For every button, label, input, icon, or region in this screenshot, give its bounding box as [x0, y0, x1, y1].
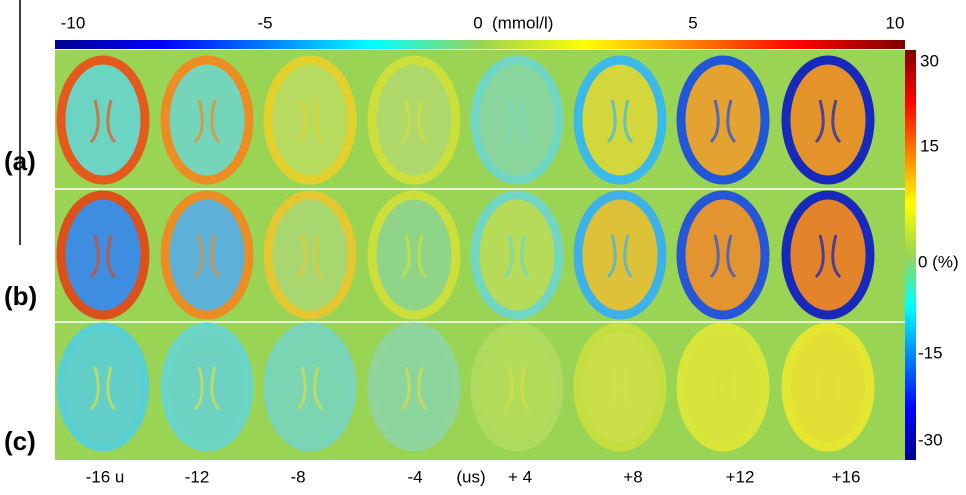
brain-slice [263, 322, 357, 452]
row-label: (c) [4, 426, 36, 456]
column-label: -8 [290, 467, 305, 486]
row-label: (b) [4, 281, 37, 311]
ventricle [193, 366, 221, 411]
colorbar-tick: 0 (%) [918, 252, 959, 271]
brain-slice [781, 322, 875, 452]
colorbar-tick: -10 [61, 13, 86, 32]
colorbar-tick: 10 [886, 13, 905, 32]
brain-slice [160, 55, 254, 185]
ventricle [400, 99, 428, 144]
brain-slice [676, 322, 770, 452]
brain-slice [573, 55, 667, 185]
ventricle [709, 99, 737, 144]
ventricle [400, 234, 428, 279]
brain-slice [573, 190, 667, 320]
ventricle [296, 99, 324, 144]
brain-slice [56, 322, 150, 452]
ventricle [503, 366, 531, 411]
brain-slice [781, 55, 875, 185]
ventricle [193, 234, 221, 279]
ventricle [709, 234, 737, 279]
column-label: +12 [726, 467, 755, 486]
column-unit: (us) [456, 467, 485, 486]
colorbar-tick: 15 [920, 136, 939, 155]
brain-slice [56, 55, 150, 185]
ventricle [606, 366, 634, 411]
brain-slice [676, 190, 770, 320]
brain-slice [781, 190, 875, 320]
brain-slice [470, 55, 564, 185]
ventricle [296, 234, 324, 279]
brain-slice [263, 190, 357, 320]
brain-slice [56, 190, 150, 320]
brain-slice [367, 190, 461, 320]
ventricle [193, 99, 221, 144]
column-label: -16 u [86, 467, 125, 486]
brain-slice [573, 322, 667, 452]
ventricle [89, 234, 117, 279]
ventricle [814, 234, 842, 279]
ventricle [606, 99, 634, 144]
brain-images [56, 55, 875, 452]
brain-slice [367, 55, 461, 185]
ventricle [89, 366, 117, 411]
colorbar-tick: 5 [688, 13, 697, 32]
brain-slice [470, 190, 564, 320]
ventricle [709, 366, 737, 411]
brain-slice [470, 322, 564, 452]
ventricle [503, 234, 531, 279]
ventricle [606, 234, 634, 279]
brain-slice [160, 322, 254, 452]
colorbar-tick: -5 [257, 13, 272, 32]
ventricle [296, 366, 324, 411]
ventricle [89, 99, 117, 144]
top-colorbar [55, 40, 905, 49]
colorbar-tick: 30 [920, 51, 939, 70]
brain-slice [367, 322, 461, 452]
column-label: -12 [185, 467, 210, 486]
row-label: (a) [4, 146, 36, 176]
ventricle [400, 366, 428, 411]
right-colorbar [905, 50, 916, 460]
ventricle [503, 99, 531, 144]
brain-slice [160, 190, 254, 320]
colorbar-unit: (mmol/l) [492, 13, 553, 32]
ventricle [814, 99, 842, 144]
column-label: +16 [832, 467, 861, 486]
brain-slice [676, 55, 770, 185]
colorbar-tick: -15 [918, 343, 943, 362]
ventricle [814, 366, 842, 411]
column-label: +8 [623, 467, 642, 486]
colorbar-tick: 0 [473, 13, 482, 32]
brain-slice [263, 55, 357, 185]
colorbar-tick: -30 [918, 430, 943, 449]
column-label: -4 [407, 467, 422, 486]
column-label: + 4 [508, 467, 532, 486]
